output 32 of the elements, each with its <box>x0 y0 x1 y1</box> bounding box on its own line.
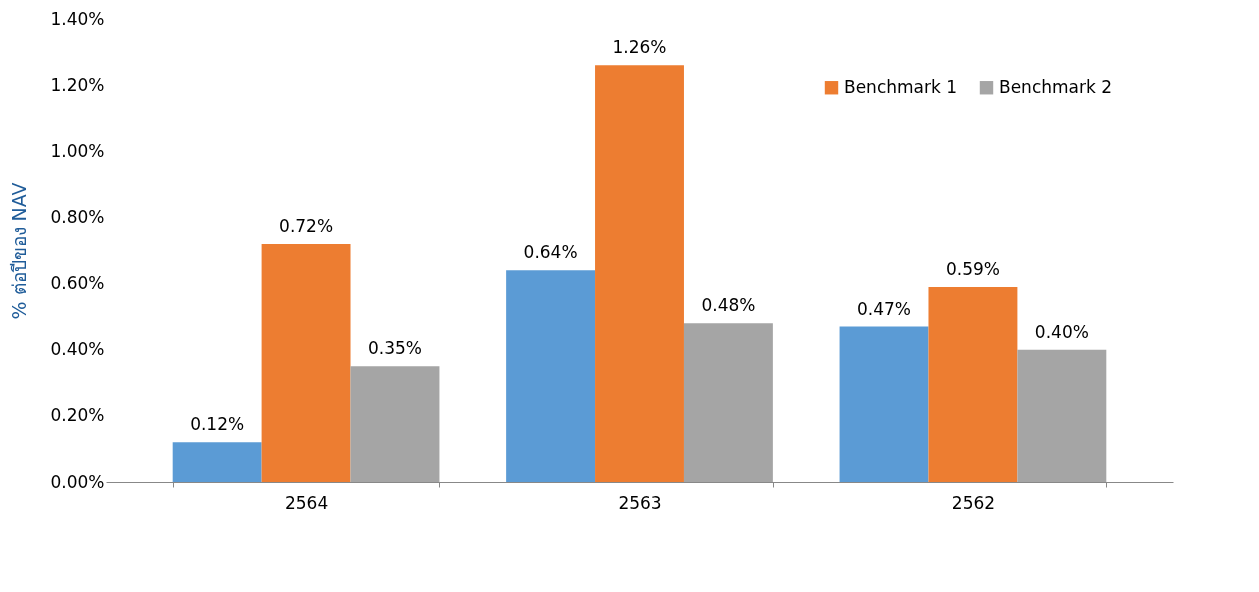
bar <box>350 366 440 482</box>
y-tick-label: 0.20% <box>50 405 105 426</box>
data-label: 0.59% <box>945 258 1000 279</box>
data-label: 0.47% <box>857 298 912 319</box>
y-tick-label: 0.00% <box>50 471 105 492</box>
y-tick-label: 0.60% <box>50 273 105 294</box>
bar <box>595 65 684 482</box>
data-label: 1.26% <box>612 37 667 58</box>
y-tick-label: 1.20% <box>50 74 105 95</box>
y-tick-label: 0.80% <box>50 206 105 227</box>
legend-label: Benchmark 2 <box>999 76 1113 97</box>
x-tick-label: 2564 <box>284 492 329 513</box>
legend-label: Benchmark 1 <box>844 76 958 97</box>
data-label: 0.72% <box>279 215 334 236</box>
y-tick-label: 1.40% <box>50 8 105 29</box>
data-label: 0.40% <box>1034 321 1089 342</box>
y-tick-label: 1.00% <box>50 140 105 161</box>
bar <box>1017 349 1107 482</box>
y-tick-label: 0.40% <box>50 339 105 360</box>
data-label: 0.12% <box>190 414 245 435</box>
bar <box>683 323 773 482</box>
data-label: 0.64% <box>523 242 578 263</box>
y-axis-title: % ต่อปีของ NAV <box>8 182 31 320</box>
bar <box>839 326 929 482</box>
bar <box>261 243 351 482</box>
data-label: 0.48% <box>701 295 756 316</box>
bar <box>928 286 1018 482</box>
bar <box>172 442 262 482</box>
bar <box>506 270 596 482</box>
x-tick-label: 2563 <box>618 492 662 513</box>
data-label: 0.35% <box>367 338 422 359</box>
x-tick-label: 2562 <box>951 492 996 513</box>
